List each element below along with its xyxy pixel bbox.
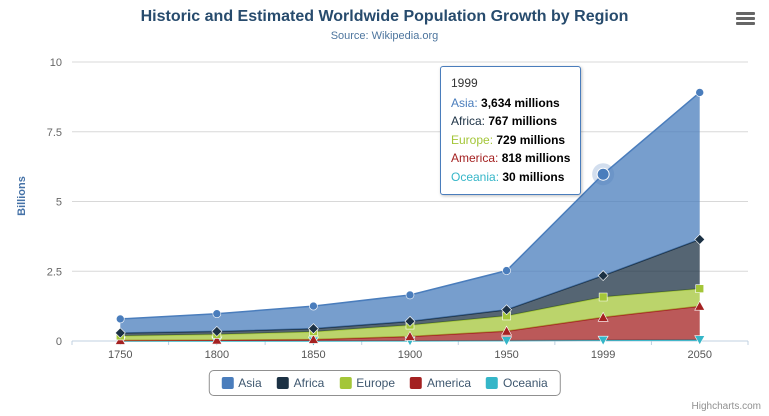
x-axis-label: 2050 bbox=[687, 349, 711, 361]
legend-item-america[interactable]: America bbox=[410, 376, 471, 390]
y-axis-label: 0 bbox=[56, 336, 62, 348]
chart-title: Historic and Estimated Worldwide Populat… bbox=[140, 8, 629, 25]
legend-label: America bbox=[427, 376, 472, 390]
marker-oceania[interactable] bbox=[597, 335, 609, 346]
marker-africa[interactable] bbox=[114, 327, 126, 339]
x-axis-label: 1900 bbox=[398, 349, 422, 361]
marker-asia[interactable] bbox=[405, 290, 415, 300]
marker-africa[interactable] bbox=[694, 233, 706, 245]
marker-africa[interactable] bbox=[308, 323, 319, 335]
tooltip-series-value: 3,634 millions bbox=[481, 95, 560, 110]
legend-swatch bbox=[221, 377, 234, 389]
tooltip-series-name: Africa: bbox=[451, 114, 489, 129]
marker-asia[interactable] bbox=[115, 314, 125, 324]
tooltip-header: 1999 bbox=[451, 76, 478, 90]
marker-africa[interactable] bbox=[211, 326, 223, 337]
marker-america[interactable] bbox=[597, 311, 609, 322]
legend-item-europe[interactable]: Europe bbox=[339, 376, 395, 390]
marker-asia[interactable] bbox=[212, 309, 222, 319]
y-axis-label: 10 bbox=[50, 57, 62, 69]
tooltip-row: Africa: 767 millions bbox=[451, 112, 570, 131]
tooltip-rows: Asia: 3,634 millions Africa: 767 millions… bbox=[451, 94, 570, 187]
legend-label: Africa bbox=[293, 376, 325, 390]
chart-subtitle: Source: Wikipedia.org bbox=[330, 30, 439, 42]
y-axis-label: 7.5 bbox=[47, 127, 62, 139]
area-asia bbox=[120, 92, 700, 333]
legend-swatch bbox=[276, 377, 289, 389]
tooltip-series-name: Oceania: bbox=[451, 169, 503, 184]
marker-asia[interactable] bbox=[309, 301, 318, 311]
marker-asia[interactable] bbox=[502, 266, 511, 275]
marker-africa[interactable] bbox=[597, 270, 609, 282]
legend-label: Oceania bbox=[503, 376, 548, 390]
tooltip-series-value: 818 millions bbox=[501, 151, 571, 166]
marker-europe[interactable] bbox=[598, 292, 608, 302]
tooltip-series-name: Asia: bbox=[451, 95, 482, 110]
legend-swatch bbox=[410, 377, 423, 389]
legend: Asia Africa Europe America Oceania bbox=[208, 370, 561, 396]
legend-swatch bbox=[339, 377, 352, 389]
hovered-point-asia[interactable] bbox=[596, 167, 610, 181]
x-axis-label: 1800 bbox=[205, 349, 229, 361]
legend-label: Asia bbox=[238, 376, 262, 390]
legend-label: Europe bbox=[356, 376, 396, 390]
tooltip: 1999 Asia: 3,634 millions Africa: 767 mil… bbox=[440, 66, 582, 195]
tooltip-row: Oceania: 30 millions bbox=[451, 168, 570, 187]
marker-asia[interactable] bbox=[695, 88, 705, 97]
marker-oceania[interactable] bbox=[694, 335, 706, 346]
hamburger-menu-icon bbox=[736, 12, 755, 15]
tooltip-series-name: Europe: bbox=[451, 132, 497, 147]
tooltip-series-name: America: bbox=[451, 151, 502, 166]
area-america bbox=[120, 306, 700, 341]
legend-item-asia[interactable]: Asia bbox=[221, 376, 262, 390]
tooltip-row: America: 818 millions bbox=[451, 149, 570, 168]
x-axis-label: 1999 bbox=[591, 349, 615, 361]
marker-africa[interactable] bbox=[404, 315, 416, 327]
tooltip-series-value: 767 millions bbox=[488, 114, 558, 129]
credits-link[interactable]: Highcharts.com bbox=[691, 401, 761, 412]
legend-item-oceania[interactable]: Oceania bbox=[486, 376, 548, 390]
y-axis-label: 5 bbox=[56, 197, 62, 209]
marker-europe[interactable] bbox=[695, 284, 705, 293]
context-menu-button[interactable] bbox=[736, 12, 755, 26]
legend-item-africa[interactable]: Africa bbox=[276, 376, 325, 390]
legend-swatch bbox=[486, 377, 499, 389]
tooltip-series-value: 729 millions bbox=[496, 132, 566, 147]
x-axis-label: 1950 bbox=[494, 349, 518, 361]
x-axis-label: 1750 bbox=[108, 349, 132, 361]
marker-oceania[interactable] bbox=[501, 336, 513, 347]
marker-africa[interactable] bbox=[501, 304, 512, 316]
y-axis-label: 2.5 bbox=[47, 266, 62, 278]
tooltip-series-value: 30 millions bbox=[502, 169, 565, 184]
marker-america[interactable] bbox=[211, 334, 223, 345]
area-africa bbox=[120, 239, 700, 336]
marker-america[interactable] bbox=[501, 325, 513, 336]
marker-america[interactable] bbox=[307, 333, 319, 344]
tooltip-row: Asia: 3,634 millions bbox=[451, 94, 570, 113]
hamburger-menu-icon bbox=[736, 17, 755, 20]
marker-america[interactable] bbox=[694, 300, 706, 311]
hamburger-menu-icon bbox=[736, 22, 755, 25]
tooltip-row: Europe: 729 millions bbox=[451, 131, 570, 150]
x-axis-label: 1850 bbox=[301, 349, 325, 361]
marker-america[interactable] bbox=[404, 330, 416, 341]
